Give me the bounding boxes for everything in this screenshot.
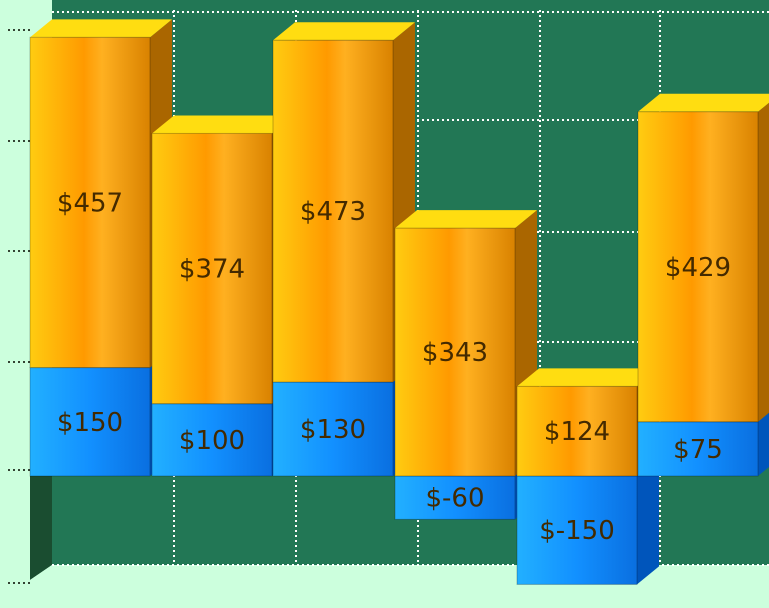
bar-segment-stacked [516, 385, 638, 477]
bar-segment-stacked [637, 111, 759, 423]
left-wall [30, 458, 52, 580]
data-label: $374 [179, 255, 245, 285]
bar-segment-base [637, 421, 759, 477]
data-label: $457 [57, 188, 123, 218]
bar-segment-stacked-top [395, 210, 537, 229]
bar-stack [272, 22, 415, 477]
bars [29, 19, 769, 585]
bar-segment-base-side [758, 412, 769, 476]
bar-segment-stacked-side [758, 102, 769, 422]
data-label: $429 [665, 253, 731, 283]
bar-segment-base [516, 475, 638, 585]
data-label: $343 [422, 338, 488, 368]
gridlines [8, 10, 769, 584]
data-label: $150 [57, 408, 123, 438]
data-label: $124 [544, 417, 610, 447]
bar-segment-stacked-top [517, 368, 659, 387]
bar-segment-stacked-top [30, 19, 172, 38]
bar-stack [29, 19, 172, 477]
bar-segment-stacked [151, 132, 273, 405]
bar-stack [637, 93, 769, 477]
bar-segment-stacked-top [273, 22, 415, 41]
data-label: $75 [673, 435, 723, 465]
data-label: $-60 [425, 484, 484, 514]
bar-segment-stacked [29, 36, 151, 369]
data-labels: $150 $457 $100 $374 $130 $473 $-60 $343 $-150 $12… [57, 188, 731, 546]
bar-segment-base-side [637, 458, 659, 585]
bar-stack [394, 210, 537, 520]
bar-segment-base [151, 403, 273, 477]
data-label: $100 [179, 426, 245, 456]
data-label: $-150 [539, 516, 615, 546]
bar-segment-stacked [394, 227, 516, 477]
data-label: $130 [300, 415, 366, 445]
bar-segment-stacked-top [152, 115, 294, 134]
floor [30, 565, 769, 608]
data-label: $473 [300, 197, 366, 227]
bar-segment-base [272, 381, 394, 477]
bar-segment-stacked-top [638, 93, 769, 112]
bar-segment-stacked [272, 39, 394, 383]
bar-segment-base [394, 475, 516, 520]
